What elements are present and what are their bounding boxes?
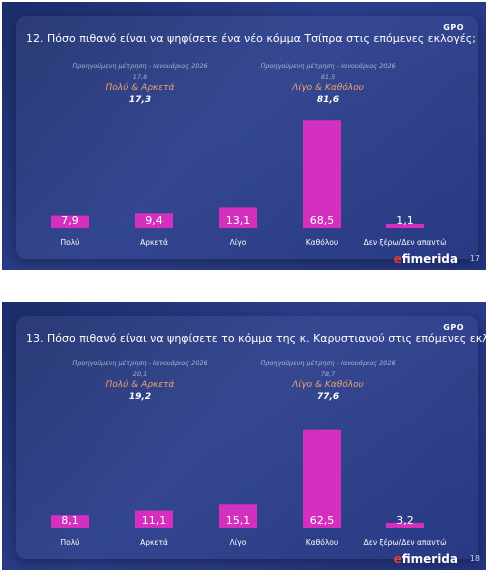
current-value: 17,3 xyxy=(128,95,152,105)
category-label-arketa: Αρκετά xyxy=(140,538,168,547)
prev-value: 20,1 xyxy=(132,370,148,378)
data-label-ligo: 15,1 xyxy=(226,514,251,527)
efimerida-logo: efimerida xyxy=(393,552,458,566)
bar-den-xero xyxy=(386,224,424,228)
category-label-poly: Πολύ xyxy=(60,538,79,547)
chart-title: 13. Πόσο πιθανό είναι να ψηφίσετε το κόμ… xyxy=(26,332,486,345)
group-label: Πολύ & Αρκετά xyxy=(105,380,175,390)
slide-18: GPO 13. Πόσο πιθανό είναι να ψηφίσετε το… xyxy=(2,302,486,570)
group-label: Λίγο & Καθόλου xyxy=(292,83,364,93)
bar-katholou xyxy=(303,429,341,528)
data-label-katholou: 68,5 xyxy=(310,214,335,227)
page-number: 18 xyxy=(469,554,480,563)
current-value: 77,6 xyxy=(316,392,340,402)
data-label-ligo: 13,1 xyxy=(226,214,251,227)
bar-katholou xyxy=(303,120,341,228)
gpo-logo: GPO xyxy=(443,323,464,332)
data-label-poly: 7,9 xyxy=(61,214,79,227)
current-value: 19,2 xyxy=(128,392,152,402)
category-label-poly: Πολύ xyxy=(60,238,79,247)
category-label-katholou: Καθόλου xyxy=(306,238,338,247)
category-label-ligo: Λίγο xyxy=(230,238,247,247)
chart-title: 12. Πόσο πιθανό είναι να ψηφίσετε ένα νέ… xyxy=(26,32,476,45)
data-label-den-xero: 3,2 xyxy=(396,514,414,527)
data-label-arketa: 9,4 xyxy=(145,214,163,227)
category-label-den-xero: Δεν ξέρω/Δεν απαντώ xyxy=(364,538,447,547)
slide-17: GPO 12. Πόσο πιθανό είναι να ψηφίσετε έν… xyxy=(2,2,486,270)
data-label-katholou: 62,5 xyxy=(310,514,335,527)
data-label-arketa: 11,1 xyxy=(142,514,167,527)
data-label-poly: 8,1 xyxy=(61,514,79,527)
prev-annotation-right: Προηγούμενη μέτρηση - Ιανουάριος 2026 81… xyxy=(248,62,408,105)
prev-value: 78,7 xyxy=(320,370,336,378)
category-label-den-xero: Δεν ξέρω/Δεν απαντώ xyxy=(364,238,447,247)
prev-label: Προηγούμενη μέτρηση - Ιανουάριος 2026 xyxy=(72,62,208,70)
bar-ligo xyxy=(219,504,257,528)
data-label-den-xero: 1,1 xyxy=(396,214,414,227)
prev-annotation-right: Προηγούμενη μέτρηση - Ιανουάριος 2026 78… xyxy=(248,359,408,402)
prev-label: Προηγούμενη μέτρηση - Ιανουάριος 2026 xyxy=(260,62,396,70)
bar-poly xyxy=(51,215,89,228)
page-number: 17 xyxy=(469,254,480,263)
efimerida-logo: efimerida xyxy=(393,252,458,266)
category-label-ligo: Λίγο xyxy=(230,538,247,547)
bar-chart: 8,1 Πολύ 11,1 Αρκετά 15,1 Λίγο 62,5 Καθόλου 3,2 Δ… xyxy=(51,429,447,547)
bar-arketa xyxy=(135,510,173,528)
prev-value: 81,5 xyxy=(320,73,336,81)
bar-poly xyxy=(51,515,89,528)
prev-label: Προηγούμενη μέτρηση - Ιανουάριος 2026 xyxy=(260,359,396,367)
prev-label: Προηγούμενη μέτρηση - Ιανουάριος 2026 xyxy=(72,359,208,367)
prev-value: 17,6 xyxy=(132,73,148,81)
bar-ligo xyxy=(219,207,257,228)
prev-annotation-left: Προηγούμενη μέτρηση - Ιανουάριος 2026 20… xyxy=(60,359,220,402)
gpo-logo: GPO xyxy=(443,23,464,32)
bar-den-xero xyxy=(386,522,424,528)
category-label-katholou: Καθόλου xyxy=(306,538,338,547)
current-value: 81,6 xyxy=(316,95,340,105)
group-label: Πολύ & Αρκετά xyxy=(105,83,175,93)
group-label: Λίγο & Καθόλου xyxy=(292,380,364,390)
category-label-arketa: Αρκετά xyxy=(140,238,168,247)
bar-chart: 7,9 Πολύ 9,4 Αρκετά 13,1 Λίγο 68,5 Καθόλου 1,1 Δε… xyxy=(51,120,447,247)
bar-arketa xyxy=(135,213,173,228)
prev-annotation-left: Προηγούμενη μέτρηση - Ιανουάριος 2026 17… xyxy=(60,62,220,105)
